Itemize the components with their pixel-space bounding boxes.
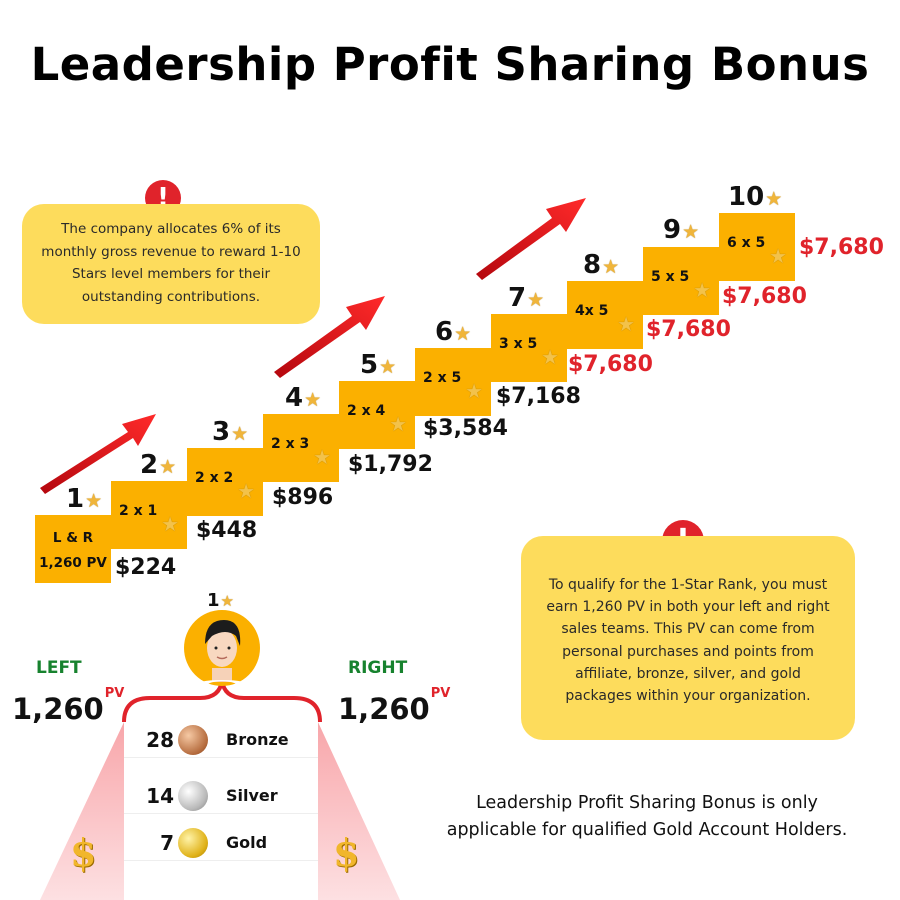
- star-icon: ★: [769, 246, 787, 268]
- package-count: 7: [160, 830, 174, 855]
- bonus-amount: $7,680: [646, 317, 731, 342]
- star-level-number: 6★: [435, 317, 472, 347]
- pv-unit: PV: [104, 686, 125, 701]
- star-icon: ★: [682, 221, 700, 243]
- step-label: 2 x 4: [347, 403, 386, 419]
- rank-level-number: 1★: [207, 590, 234, 611]
- package-row-gold: 7 Gold: [124, 825, 318, 861]
- step-block-2: 2 x 1 ★: [111, 481, 187, 549]
- star-icon: ★: [765, 188, 783, 210]
- step-label: 5 x 5: [651, 269, 690, 285]
- step-label: 4x 5: [575, 303, 609, 319]
- star-level-number: 7★: [508, 283, 545, 313]
- package-row-silver: 14 Silver: [124, 778, 318, 814]
- bonus-amount: $448: [196, 518, 258, 543]
- star-level-number: 9★: [663, 215, 700, 245]
- funnel-right-side: [318, 722, 400, 900]
- star-icon: ★: [454, 323, 472, 345]
- star-level-number: 5★: [360, 350, 397, 380]
- star-icon: ★: [379, 356, 397, 378]
- star-level-number: 3★: [212, 417, 249, 447]
- silver-coin-icon: [178, 780, 208, 811]
- package-count: 14: [146, 783, 174, 808]
- step-block-7: 3 x 5 ★: [491, 314, 567, 382]
- growth-arrow-icon: [476, 198, 586, 280]
- page-title: Leadership Profit Sharing Bonus: [30, 38, 870, 91]
- step-block-10: 6 x 5 ★: [719, 213, 795, 281]
- step-label: 2 x 1: [119, 503, 158, 519]
- star-icon: ★: [159, 456, 177, 478]
- package-count: 28: [146, 727, 174, 752]
- step-block-3: 2 x 2 ★: [187, 448, 263, 516]
- left-team-pv: 1,260PV: [12, 686, 125, 726]
- step-block-8: 4x 5 ★: [567, 281, 643, 349]
- star-icon: ★: [231, 423, 249, 445]
- star-icon: ★: [161, 514, 179, 536]
- star-icon: ★: [617, 314, 635, 336]
- bonus-amount: $896: [272, 485, 334, 510]
- step-block-4: 2 x 3 ★: [263, 414, 339, 482]
- gold-coin-icon: [178, 827, 208, 858]
- package-name: Gold: [226, 833, 268, 852]
- step-label: 2 x 3: [271, 436, 310, 452]
- bonus-amount: $1,792: [348, 452, 433, 477]
- right-team-pv: 1,260PV: [338, 686, 451, 726]
- revenue-allocation-note: The company allocates 6% of its monthly …: [22, 204, 320, 324]
- bonus-amount: $7,680: [722, 284, 807, 309]
- eligibility-footer: Leadership Profit Sharing Bonus is only …: [446, 793, 848, 840]
- step-block-1: L & R 1,260 PV: [35, 515, 111, 583]
- dollar-icon: $: [333, 830, 360, 875]
- star-level-number: 8★: [583, 250, 620, 280]
- package-row-bronze: 28 Bronze: [124, 722, 318, 758]
- star-level-number: 4★: [285, 383, 322, 413]
- star-level-number: 2★: [140, 450, 177, 480]
- star-icon: ★: [465, 381, 483, 403]
- star-level-number: 1★: [66, 484, 103, 514]
- member-avatar: [184, 610, 260, 690]
- bonus-amount: $7,680: [799, 235, 884, 260]
- step-block-9: 5 x 5 ★: [643, 247, 719, 315]
- star-icon: ★: [304, 389, 322, 411]
- bonus-amount: $7,168: [496, 384, 581, 409]
- step-label: 6 x 5: [727, 235, 766, 251]
- left-team-label: LEFT: [36, 658, 82, 678]
- growth-arrow-icon: [274, 296, 385, 378]
- funnel-bracket: [122, 679, 322, 723]
- pv-unit: PV: [430, 686, 451, 701]
- star-icon: ★: [541, 347, 559, 369]
- funnel-left-side: [40, 722, 124, 900]
- bonus-amount: $7,680: [568, 352, 653, 377]
- star-icon: ★: [220, 592, 234, 610]
- growth-arrow-icon: [40, 414, 156, 494]
- dollar-icon: $: [70, 830, 97, 875]
- step-label: L & R 1,260 PV: [39, 530, 107, 571]
- star-icon: ★: [389, 414, 407, 436]
- package-name: Silver: [226, 786, 278, 805]
- step-label: 3 x 5: [499, 336, 538, 352]
- bonus-amount: $3,584: [423, 416, 508, 441]
- package-name: Bronze: [226, 730, 289, 749]
- step-block-6: 2 x 5 ★: [415, 348, 491, 416]
- bonus-amount: $224: [115, 555, 177, 580]
- star-icon: ★: [237, 481, 255, 503]
- star-icon: ★: [527, 289, 545, 311]
- star-icon: ★: [602, 256, 620, 278]
- star-icon: ★: [85, 490, 103, 512]
- star-icon: ★: [313, 447, 331, 469]
- step-label: 2 x 5: [423, 370, 462, 386]
- qualification-note: To qualify for the 1-Star Rank, you must…: [521, 536, 855, 740]
- bronze-coin-icon: [178, 724, 208, 755]
- star-level-number: 10★: [728, 182, 783, 212]
- star-icon: ★: [693, 280, 711, 302]
- step-block-5: 2 x 4 ★: [339, 381, 415, 449]
- step-label: 2 x 2: [195, 470, 234, 486]
- right-team-label: RIGHT: [348, 658, 408, 678]
